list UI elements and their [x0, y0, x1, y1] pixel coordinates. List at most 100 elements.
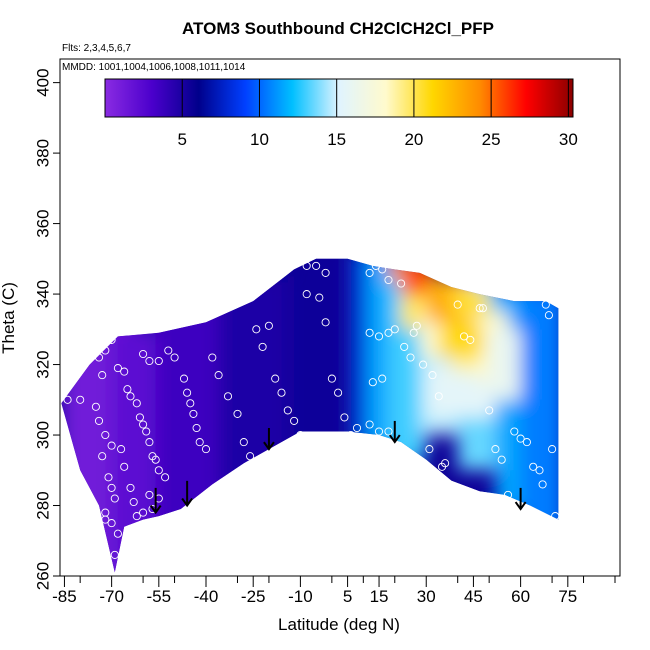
- sample-point: [535, 466, 544, 475]
- dates-label: MMDD: 1001,1004,1006,1008,1011,1014: [62, 62, 246, 73]
- colorbar-tick-label: 15: [327, 130, 346, 149]
- sample-point: [120, 367, 129, 376]
- sample-point: [142, 427, 151, 436]
- sample-point: [164, 346, 173, 355]
- surface-cell: [520, 287, 559, 534]
- sample-point: [374, 332, 384, 341]
- surface-cell: [218, 276, 295, 488]
- x-axis: -85 -70 -55 -40 -25 -10 5 15 30 45 60 75: [52, 576, 616, 606]
- sample-point: [312, 261, 321, 270]
- sample-point: [145, 438, 154, 447]
- y-tick-label: 400: [33, 68, 52, 96]
- sample-point: [419, 360, 428, 369]
- sample-point: [390, 325, 399, 334]
- sample-point: [101, 430, 110, 440]
- sample-point: [352, 423, 362, 433]
- sample-point: [371, 261, 380, 270]
- sample-point: [441, 459, 450, 468]
- sample-point: [368, 378, 377, 387]
- sample-point: [412, 321, 421, 330]
- sample-point: [503, 490, 513, 499]
- colorbar-tick-label: 10: [250, 130, 269, 149]
- sample-point: [183, 388, 192, 397]
- profile-arrows: [149, 420, 527, 515]
- sample-point: [214, 371, 223, 380]
- sample-point: [120, 462, 129, 471]
- surface-field: [61, 258, 559, 573]
- y-tick-label: 280: [33, 491, 52, 519]
- colorbar-tick-label: 25: [482, 130, 501, 149]
- sample-point: [365, 420, 374, 429]
- sample-point: [551, 512, 560, 521]
- sample-point: [384, 328, 393, 337]
- x-tick-label: 60: [511, 587, 530, 606]
- sample-point: [406, 353, 415, 362]
- sample-point: [170, 353, 179, 362]
- profile-arrow: [149, 487, 162, 515]
- chart-title: ATOM3 Southbound CH2ClCH2Cl_PFP: [182, 19, 494, 38]
- sample-point: [104, 473, 113, 482]
- profile-arrow: [514, 487, 527, 511]
- sample-point: [374, 427, 384, 436]
- sample-point: [139, 349, 148, 359]
- sample-point: [548, 445, 557, 454]
- sample-point: [154, 356, 163, 366]
- y-tick-label: 340: [33, 280, 52, 308]
- sample-point: [400, 342, 409, 351]
- x-tick-label: -40: [194, 587, 219, 606]
- x-tick-label: -85: [52, 587, 77, 606]
- sample-point: [378, 374, 387, 383]
- sample-point: [94, 353, 104, 362]
- sample-point: [296, 430, 305, 440]
- sample-point: [113, 364, 122, 373]
- x-tick-label: -25: [241, 587, 266, 606]
- sample-point: [541, 300, 550, 309]
- x-tick-label: 45: [464, 587, 483, 606]
- sample-point: [145, 490, 154, 499]
- colorbar-tick-label: 30: [559, 130, 578, 149]
- profile-arrow: [263, 427, 275, 451]
- flights-label: Flts: 2,3,4,5,6,7: [62, 43, 131, 54]
- sample-point: [201, 445, 211, 454]
- sample-point: [192, 423, 201, 433]
- sample-point: [101, 346, 110, 355]
- sample-point: [510, 427, 519, 436]
- sample-point: [522, 438, 531, 447]
- colorbar-tick-label: 5: [177, 130, 186, 149]
- sample-point: [129, 497, 138, 507]
- sample-point: [161, 473, 170, 482]
- x-tick-label: 30: [417, 587, 436, 606]
- x-tick-label: -70: [99, 587, 124, 606]
- sample-point: [258, 473, 267, 482]
- sample-point: [126, 392, 135, 401]
- x-tick-label: 5: [343, 587, 352, 606]
- surface-cell: [438, 322, 483, 358]
- sample-point: [478, 304, 487, 313]
- sample-point: [63, 395, 72, 404]
- sample-point: [365, 268, 374, 277]
- x-axis-label: Latitude (deg N): [278, 615, 400, 634]
- colorbar-gradient: [104, 78, 574, 118]
- sample-point: [321, 318, 330, 327]
- sample-point: [139, 420, 148, 429]
- sample-point: [277, 388, 286, 397]
- sample-point: [340, 413, 349, 422]
- sample-point: [365, 328, 374, 337]
- sample-point: [384, 275, 393, 285]
- x-tick-label: -10: [288, 587, 313, 606]
- sample-point: [186, 399, 195, 408]
- sample-point: [107, 483, 116, 492]
- sample-point: [110, 550, 119, 559]
- y-tick-label: 380: [33, 139, 52, 167]
- y-tick-label: 320: [33, 350, 52, 378]
- sample-point: [189, 409, 198, 418]
- sample-point: [434, 483, 443, 492]
- sample-point: [101, 508, 110, 517]
- profile-arrow: [181, 480, 193, 508]
- sample-point: [459, 332, 469, 341]
- surface-cell: [350, 258, 370, 443]
- sample-point: [428, 371, 437, 380]
- sample-point: [252, 325, 261, 334]
- sample-point: [529, 462, 538, 471]
